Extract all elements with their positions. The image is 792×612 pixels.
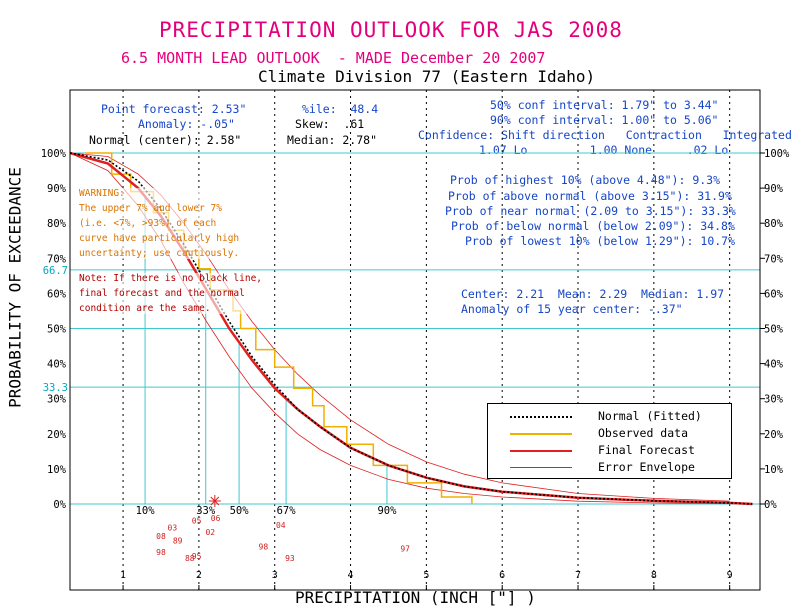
prob-above-normal: Prob of above normal (above 3.15"): 31.9… (448, 189, 732, 203)
year-label: 93 (285, 554, 295, 563)
prob-highest-10: Prob of highest 10% (above 4.48"): 9.3% (450, 173, 721, 187)
x-tick-label: 6 (499, 570, 505, 581)
legend-normal-label: Normal (Fitted) (598, 409, 702, 423)
percentile: %ile: 48.4 (302, 102, 379, 116)
y-tick-label-right: 100% (764, 148, 790, 160)
legend-final-swatch (510, 450, 572, 452)
division-label: Climate Division 77 (Eastern Idaho) (258, 67, 596, 86)
y-tick-label-right: 50% (764, 324, 784, 336)
note-box: Note: If there is no black line, final f… (79, 273, 263, 314)
confidence-header: Confidence: Shift direction Contraction … (418, 128, 792, 142)
legend: Normal (Fitted) Observed data Final Fore… (487, 403, 732, 479)
reference-label: 33.3 (43, 382, 68, 394)
quantile-label: 67% (277, 505, 297, 517)
legend-envelope-label: Error Envelope (598, 460, 695, 474)
prob-near-normal: Prob of near normal (2.09 to 3.15"): 33.… (445, 204, 736, 218)
x-tick-label: 8 (651, 570, 657, 581)
legend-observed-label: Observed data (598, 426, 689, 440)
year-label: 03 (168, 523, 178, 532)
y-tick-label-right: 60% (764, 288, 784, 300)
normal-fitted-line (69, 152, 753, 505)
y-tick-label-left: 30% (47, 394, 67, 406)
y-axis-label: PROBABILITY OF EXCEEDANCE (5, 167, 25, 408)
warning-box: WARNING: The upper 7% and lower 7% (i.e.… (79, 188, 240, 259)
legend-envelope-swatch (510, 467, 572, 468)
y-tick-label-left: 70% (47, 253, 67, 265)
y-tick-label-left: 0% (53, 499, 66, 511)
chart-subtitle: 6.5 MONTH LEAD OUTLOOK - MADE December 2… (121, 49, 546, 67)
x-tick-label: 1 (120, 570, 126, 581)
x-tick-label: 4 (348, 570, 354, 581)
year-label: 08 (156, 532, 166, 541)
normal-center: Normal (center): 2.58" (89, 133, 242, 147)
year-label: 97 (400, 545, 410, 554)
note-line: Note: If there is no black line, (79, 273, 263, 284)
legend-observed-swatch (510, 433, 572, 435)
x-tick-label: 3 (272, 570, 278, 581)
center-stats-line2: Anomaly of 15 year center: -.37" (461, 302, 683, 316)
y-tick-label-right: 20% (764, 429, 784, 441)
y-tick-label-left: 10% (47, 464, 67, 476)
x-tick-label: 9 (727, 570, 733, 581)
chart-title: PRECIPITATION OUTLOOK FOR JAS 2008 (159, 18, 623, 42)
warning-line: The upper 7% and lower 7% (79, 203, 222, 214)
y-tick-label-right: 0% (764, 499, 777, 511)
year-label: 88 (185, 554, 195, 563)
year-label: 04 (276, 521, 286, 530)
y-tick-label-left: 80% (47, 218, 67, 230)
x-tick-label: 5 (423, 570, 429, 581)
median-stat: Median: 2.78" (287, 133, 378, 147)
y-tick-label-right: 10% (764, 464, 784, 476)
warning-line: curve have particularly high (79, 233, 240, 244)
conf-interval-90: 90% conf interval: 1.00" to 5.06" (490, 113, 719, 127)
year-label: 98 (156, 548, 166, 557)
skew: Skew: .61 (295, 117, 365, 131)
warning-line: (i.e. <7%, >93%) of each (79, 218, 217, 229)
anomaly: Anomaly: -.05" (138, 117, 235, 131)
y-tick-label-left: 50% (47, 324, 67, 336)
note-line: final forecast and the normal (79, 288, 245, 299)
year-label: 89 (173, 537, 183, 546)
warning-title: WARNING: (79, 188, 125, 199)
y-tick-label-right: 70% (764, 253, 784, 265)
reference-label: 66.7 (43, 265, 68, 277)
year-label: 06 (211, 514, 221, 523)
conf-interval-50: 50% conf interval: 1.79" to 3.44" (490, 98, 719, 112)
year-label: 05 (192, 517, 202, 526)
legend-final-label: Final Forecast (598, 443, 695, 457)
y-tick-label-right: 30% (764, 394, 784, 406)
y-tick-label-left: 90% (47, 183, 67, 195)
y-tick-label-right: 40% (764, 359, 784, 371)
year-label: 95 (192, 552, 202, 561)
quantile-label: 90% (377, 505, 397, 517)
y-tick-label-left: 60% (47, 288, 67, 300)
year-label: 98 (259, 542, 269, 551)
quantile-label: 10% (136, 505, 156, 517)
plot-frame (69, 89, 761, 591)
x-axis-label: PRECIPITATION (INCH ["] ) (295, 588, 536, 607)
y-tick-label-right: 90% (764, 183, 784, 195)
x-tick-label: 7 (575, 570, 581, 581)
y-tick-label-left: 100% (41, 148, 67, 160)
legend-normal-swatch (510, 416, 572, 418)
x-tick-label: 2 (196, 570, 202, 581)
prob-below-normal: Prob of below normal (below 2.09"): 34.8… (451, 219, 735, 233)
prob-lowest-10: Prob of lowest 10% (below 1.29"): 10.7% (465, 234, 736, 248)
median-star-stroke (210, 496, 220, 506)
y-tick-label-right: 80% (764, 218, 784, 230)
y-tick-label-left: 20% (47, 429, 67, 441)
center-stats-line1: Center: 2.21 Mean: 2.29 Median: 1.97 (461, 287, 725, 301)
point-forecast: Point forecast: 2.53" (101, 102, 247, 116)
y-tick-label-left: 40% (47, 359, 67, 371)
note-line: condition are the same. (79, 303, 211, 314)
quantile-label: 33% (196, 505, 216, 517)
year-label: 02 (205, 528, 215, 537)
quantile-label: 50% (230, 505, 250, 517)
warning-line: uncertainty; use cautiously. (79, 248, 240, 259)
